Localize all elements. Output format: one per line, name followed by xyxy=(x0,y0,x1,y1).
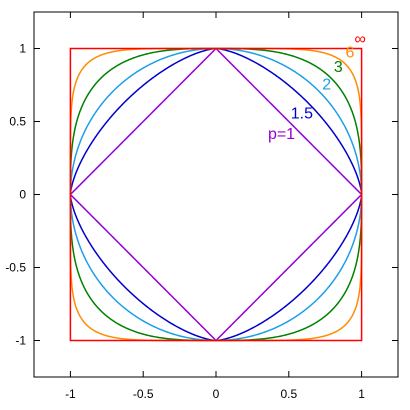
x-tick-label-3: 0.5 xyxy=(280,387,297,401)
series-label-0: p=1 xyxy=(268,126,295,143)
y-tick-label-4: 1 xyxy=(19,42,26,56)
x-tick-label-1: -0.5 xyxy=(133,387,154,401)
x-tick-label-0: -1 xyxy=(65,387,76,401)
y-tick-label-2: 0 xyxy=(19,188,26,202)
series-curve-5 xyxy=(69,47,363,342)
series-curve-0 xyxy=(69,47,363,342)
y-tick-label-0: -1 xyxy=(15,334,26,348)
series-layer xyxy=(69,47,363,342)
x-tick-label-4: 1 xyxy=(358,387,365,401)
series-curve-3 xyxy=(69,47,363,342)
series-label-3: 3 xyxy=(334,59,343,76)
y-tick-label-1: -0.5 xyxy=(5,261,26,275)
series-label-5: ∞ xyxy=(354,31,365,48)
series-curve-2 xyxy=(69,47,363,342)
series-label-4: 6 xyxy=(345,44,354,61)
series-label-2: 2 xyxy=(322,76,331,93)
series-label-1: 1.5 xyxy=(291,106,313,123)
y-tick-label-3: 0.5 xyxy=(9,115,26,129)
plot-frame xyxy=(33,11,399,378)
series-curve-4 xyxy=(69,47,363,342)
series-labels: p=1 1.5 236∞ xyxy=(268,31,366,143)
series-curve-1 xyxy=(69,47,363,342)
axes-ticks: -1 -0.5 0 0.5 1 -1 -0.5 0 0.5 1 xyxy=(5,12,398,401)
x-tick-label-2: 0 xyxy=(213,387,220,401)
